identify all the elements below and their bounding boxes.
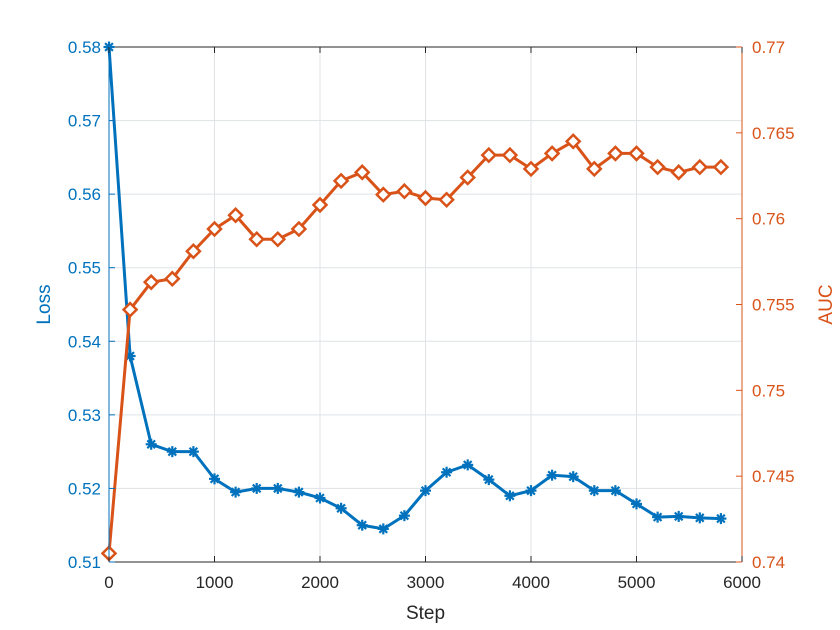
loss-point bbox=[441, 466, 453, 478]
left-y-tick-label: 0.53 bbox=[68, 406, 101, 425]
auc-point bbox=[375, 186, 392, 203]
auc-point bbox=[501, 146, 519, 164]
x-tick-label: 1000 bbox=[196, 573, 234, 592]
auc-point bbox=[142, 273, 160, 291]
loss-point bbox=[567, 471, 579, 483]
right-y-tick-label: 0.77 bbox=[752, 38, 785, 57]
auc-point bbox=[480, 146, 498, 164]
loss-point bbox=[525, 485, 537, 497]
loss-point bbox=[335, 502, 347, 514]
auc-point bbox=[332, 172, 350, 190]
loss-point bbox=[187, 446, 199, 458]
loss-point bbox=[673, 510, 685, 522]
auc-point bbox=[396, 182, 413, 200]
loss-point bbox=[609, 485, 621, 497]
left-y-tick-label: 0.57 bbox=[68, 112, 101, 131]
left-y-axis-label: Loss bbox=[34, 284, 55, 324]
left-y-tick-label: 0.54 bbox=[68, 332, 101, 351]
right-y-tick-label: 0.765 bbox=[752, 124, 795, 143]
left-y-tick-label: 0.52 bbox=[68, 479, 101, 498]
loss-point bbox=[588, 485, 600, 497]
left-y-tick-label: 0.58 bbox=[68, 38, 101, 57]
loss-point bbox=[377, 523, 389, 535]
auc-point bbox=[311, 196, 329, 214]
x-tick-label: 3000 bbox=[407, 573, 445, 592]
axes bbox=[108, 46, 743, 563]
loss-point bbox=[145, 438, 157, 450]
auc-point bbox=[459, 169, 476, 186]
left-y-tick-label: 0.56 bbox=[68, 185, 101, 204]
loss-point bbox=[166, 446, 178, 458]
auc-point bbox=[206, 220, 223, 238]
auc-point bbox=[522, 160, 540, 178]
auc-point bbox=[649, 158, 666, 176]
loss-point bbox=[420, 485, 431, 497]
right-y-tick-label: 0.75 bbox=[752, 381, 785, 400]
x-tick-label: 4000 bbox=[512, 573, 550, 592]
series-layer bbox=[100, 41, 730, 562]
right-y-tick-label: 0.74 bbox=[752, 553, 785, 572]
auc-point bbox=[712, 158, 730, 176]
auc-point bbox=[290, 220, 308, 238]
right-y-axis-label: AUC bbox=[816, 284, 837, 324]
x-tick-label: 0 bbox=[104, 573, 113, 592]
auc-point bbox=[543, 145, 561, 162]
auc-point bbox=[564, 133, 582, 150]
right-y-tick-label: 0.755 bbox=[752, 296, 795, 315]
loss-point bbox=[483, 474, 495, 486]
auc-point bbox=[269, 230, 287, 248]
loss-point bbox=[209, 473, 220, 485]
loss-point bbox=[694, 512, 706, 524]
loss-point bbox=[398, 510, 410, 522]
loss-point bbox=[293, 486, 305, 498]
auc-series bbox=[100, 133, 730, 562]
auc-point bbox=[438, 191, 455, 209]
left-y-tick-label: 0.51 bbox=[68, 553, 101, 572]
auc-point bbox=[586, 160, 603, 178]
loss-point bbox=[715, 513, 727, 525]
loss-point bbox=[652, 511, 664, 523]
auc-point bbox=[691, 158, 709, 176]
auc-point bbox=[121, 301, 139, 318]
loss-point bbox=[356, 519, 368, 531]
x-tick-label: 2000 bbox=[301, 573, 339, 592]
loss-point bbox=[230, 486, 242, 498]
auc-point bbox=[248, 230, 265, 248]
loss-point bbox=[631, 498, 642, 510]
auc-point bbox=[607, 145, 624, 162]
loss-point bbox=[504, 490, 516, 502]
x-tick-label: 6000 bbox=[723, 573, 761, 592]
loss-point bbox=[546, 469, 558, 481]
right-y-tick-label: 0.745 bbox=[752, 467, 795, 486]
auc-point bbox=[670, 164, 687, 181]
auc-point bbox=[628, 145, 645, 162]
loss-point bbox=[314, 492, 326, 504]
auc-point bbox=[164, 270, 181, 288]
x-axis-label: Step bbox=[406, 603, 445, 624]
loss-point bbox=[251, 482, 263, 494]
loss-point bbox=[272, 482, 284, 494]
left-y-tick-label: 0.55 bbox=[68, 259, 101, 278]
auc-point bbox=[227, 206, 244, 224]
tick-labels: 0 1000 2000 3000 4000 5000 6000 0.51 0.52 0.53 0.5… bbox=[68, 38, 795, 592]
auc-point bbox=[353, 164, 371, 181]
auc-point bbox=[417, 189, 434, 207]
loss-point bbox=[462, 459, 474, 471]
right-y-tick-label: 0.76 bbox=[752, 210, 785, 229]
auc-point bbox=[185, 243, 202, 260]
x-tick-label: 5000 bbox=[618, 573, 656, 592]
